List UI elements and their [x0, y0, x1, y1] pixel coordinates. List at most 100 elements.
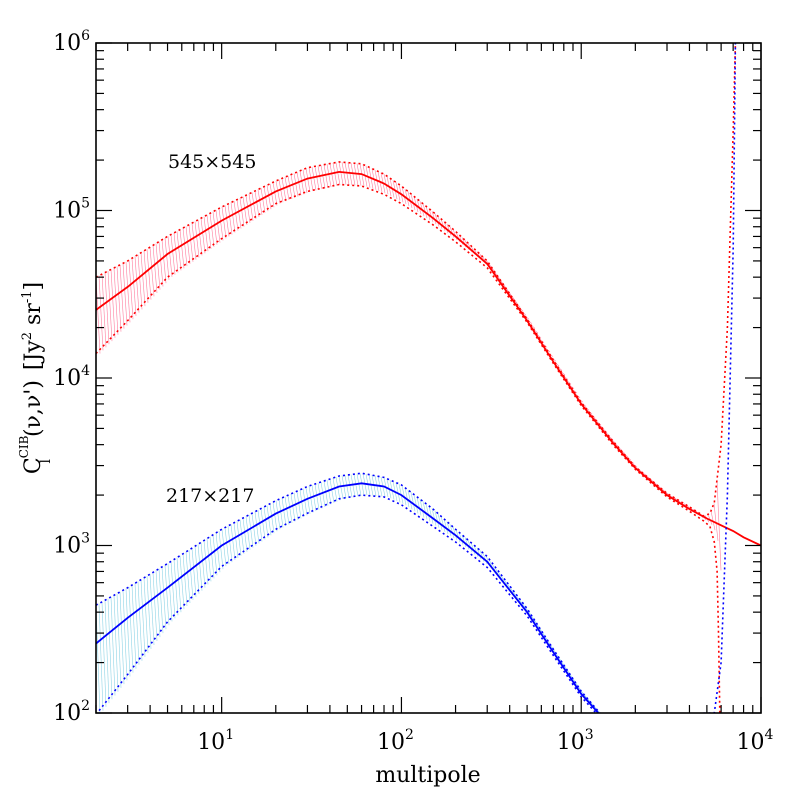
series-217-central: [96, 482, 600, 713]
x-tick-label: 102: [377, 727, 414, 755]
hatch-line-217: [170, 561, 176, 619]
hatch-line-217: [455, 529, 461, 543]
hatch-line-545: [260, 188, 266, 214]
hatch-line-545: [179, 229, 185, 269]
ylabel-sub: l: [38, 459, 54, 464]
hatch-line-217: [299, 489, 305, 517]
hatch-line-545: [329, 163, 335, 187]
hatch-line-217: [101, 601, 107, 707]
ylabel-prefix: C: [21, 457, 46, 474]
hatch-line-545: [278, 179, 284, 203]
hatch-line-217: [347, 474, 353, 498]
hatch-line-217: [422, 501, 428, 520]
hatch-line-545: [284, 177, 290, 201]
hatch-line-217: [158, 568, 164, 634]
hatch-line-545: [443, 221, 449, 234]
hatch-line-217: [344, 475, 350, 498]
hatch-line-545: [170, 234, 176, 275]
hatch-line-545: [335, 162, 341, 186]
hatch-line-217: [209, 536, 215, 579]
hatch-line-217: [263, 506, 269, 538]
hatch-line-217: [212, 534, 218, 576]
hatch-line-217: [137, 581, 143, 661]
hatch-line-217: [176, 557, 182, 613]
hatch-line-217: [113, 595, 119, 692]
ylabel-units-sup1: 2: [20, 332, 35, 340]
hatch-line-217: [332, 477, 338, 502]
ylabel-sup: CIB: [17, 435, 31, 458]
legend-217: 217×217: [166, 485, 254, 507]
hatch-line-217: [236, 521, 242, 556]
y-tick-label: 103: [53, 531, 90, 559]
hatch-line-217: [398, 483, 404, 504]
hatch-line-545: [233, 200, 239, 231]
uncertainty-hatch-layer: [96, 161, 722, 713]
hatch-line-217: [257, 510, 263, 542]
hatch-line-217: [248, 514, 254, 548]
hatch-line-217: [272, 502, 278, 532]
hatch-line-545: [440, 218, 446, 231]
hatch-line-217: [266, 505, 272, 536]
hatch-line-545: [302, 169, 308, 194]
series-217-upper-bound: [96, 43, 737, 713]
hatch-line-217: [308, 485, 314, 513]
hatch-line-545: [194, 221, 200, 258]
y-tick-label: 102: [53, 698, 90, 726]
hatch-line-545: [185, 226, 191, 265]
hatch-line-217: [329, 478, 335, 503]
hatch-line-545: [200, 218, 206, 254]
series-layer: [96, 43, 761, 713]
hatch-line-545: [149, 247, 155, 297]
x-tick-label: 101: [197, 727, 234, 755]
hatch-line-217: [254, 511, 260, 544]
hatch-line-217: [227, 525, 233, 563]
hatch-line-545: [290, 174, 296, 198]
hatch-line-217: [128, 586, 134, 673]
hatch-line-545: [212, 211, 218, 245]
hatch-line-217: [296, 491, 302, 519]
hatch-line-545: [446, 223, 452, 236]
hatch-line-545: [257, 189, 263, 216]
hatch-line-545: [206, 214, 212, 250]
hatch-line-217: [143, 577, 149, 653]
hatch-line-217: [290, 493, 296, 522]
hatch-line-217: [416, 496, 422, 516]
hatch-line-217: [449, 524, 455, 539]
hatch-line-545: [146, 249, 152, 300]
hatch-line-545: [338, 161, 344, 185]
hatch-line-217: [200, 542, 206, 588]
hatch-line-217: [242, 517, 248, 552]
hatch-line-217: [476, 547, 482, 560]
hatch-line-217: [269, 503, 275, 534]
hatch-line-545: [239, 198, 245, 227]
svg-text:CCIBl(ν,ν')[Jy2 sr-1]: CCIB l (ν,ν') [Jy2 sr-1]: [17, 282, 54, 474]
hatch-line-217: [533, 619, 539, 627]
hatch-line-545: [266, 185, 272, 210]
series-217-lower-bound: [96, 494, 598, 713]
hatch-line-545: [437, 216, 443, 229]
hatch-line-217: [323, 480, 329, 506]
hatch-line-545: [110, 269, 116, 338]
hatch-line-217: [470, 542, 476, 555]
hatch-line-545: [488, 263, 494, 271]
hatch-line-545: [287, 175, 293, 199]
hatch-line-545: [221, 206, 227, 239]
hatch-line-545: [119, 264, 125, 329]
plot-frame: [95, 42, 762, 714]
hatch-line-217: [443, 518, 449, 535]
hatch-line-545: [227, 203, 233, 235]
hatch-line-545: [128, 260, 134, 320]
hatch-line-545: [281, 178, 287, 202]
y-tick-label: 106: [53, 28, 90, 56]
hatch-line-545: [341, 162, 347, 185]
hatch-line-545: [158, 241, 164, 287]
hatch-line-545: [425, 206, 431, 221]
hatch-line-217: [458, 532, 464, 545]
hatch-line-217: [149, 574, 155, 646]
hatch-line-217: [194, 546, 200, 594]
hatch-line-217: [479, 550, 485, 562]
hatch-line-217: [173, 559, 179, 616]
hatch-line-217: [401, 485, 407, 506]
hatch-line-217: [161, 566, 167, 630]
